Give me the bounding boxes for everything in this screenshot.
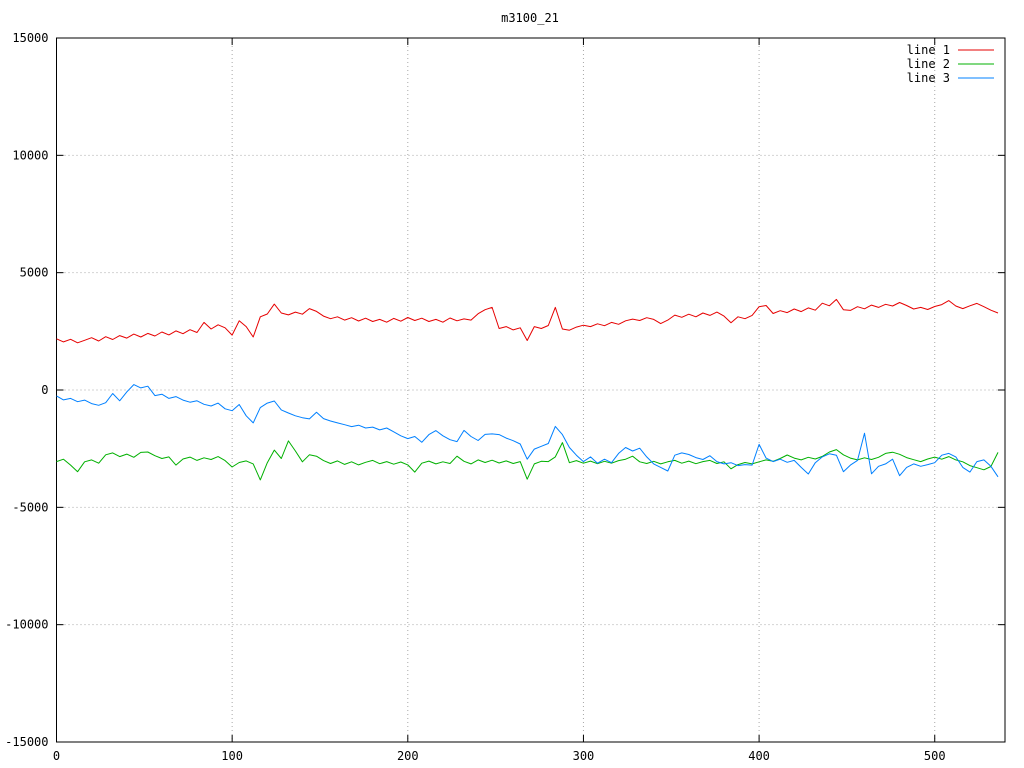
x-tick-label: 300 — [573, 749, 595, 763]
y-tick-label: 10000 — [12, 148, 48, 162]
y-tick-label: -5000 — [12, 500, 48, 514]
y-tick-label: 5000 — [20, 266, 49, 280]
legend-label-1: line 1 — [907, 43, 950, 57]
x-tick-label: 0 — [53, 749, 60, 763]
y-tick-label: -10000 — [5, 618, 48, 632]
y-tick-label: 15000 — [12, 31, 48, 45]
chart-title: m3100_21 — [501, 11, 559, 25]
x-tick-label: 500 — [924, 749, 946, 763]
grid-lines — [56, 37, 1005, 743]
axes: 0 100 200 300 400 500 -15000 -10000 -5000 0 5000 10… — [5, 31, 1006, 763]
x-tick-label: 100 — [221, 749, 243, 763]
series-line-1 — [56, 298, 999, 344]
legend-label-2: line 2 — [907, 57, 950, 71]
x-tick-label: 200 — [397, 749, 419, 763]
series-line-3 — [56, 384, 999, 478]
legend-label-3: line 3 — [907, 71, 950, 85]
x-tick-label: 400 — [748, 749, 770, 763]
data-series — [56, 298, 999, 481]
y-tick-label: 0 — [41, 383, 48, 397]
plot-border — [56, 37, 1006, 743]
y-tick-label: -15000 — [5, 735, 48, 749]
series-line-2 — [56, 440, 999, 481]
